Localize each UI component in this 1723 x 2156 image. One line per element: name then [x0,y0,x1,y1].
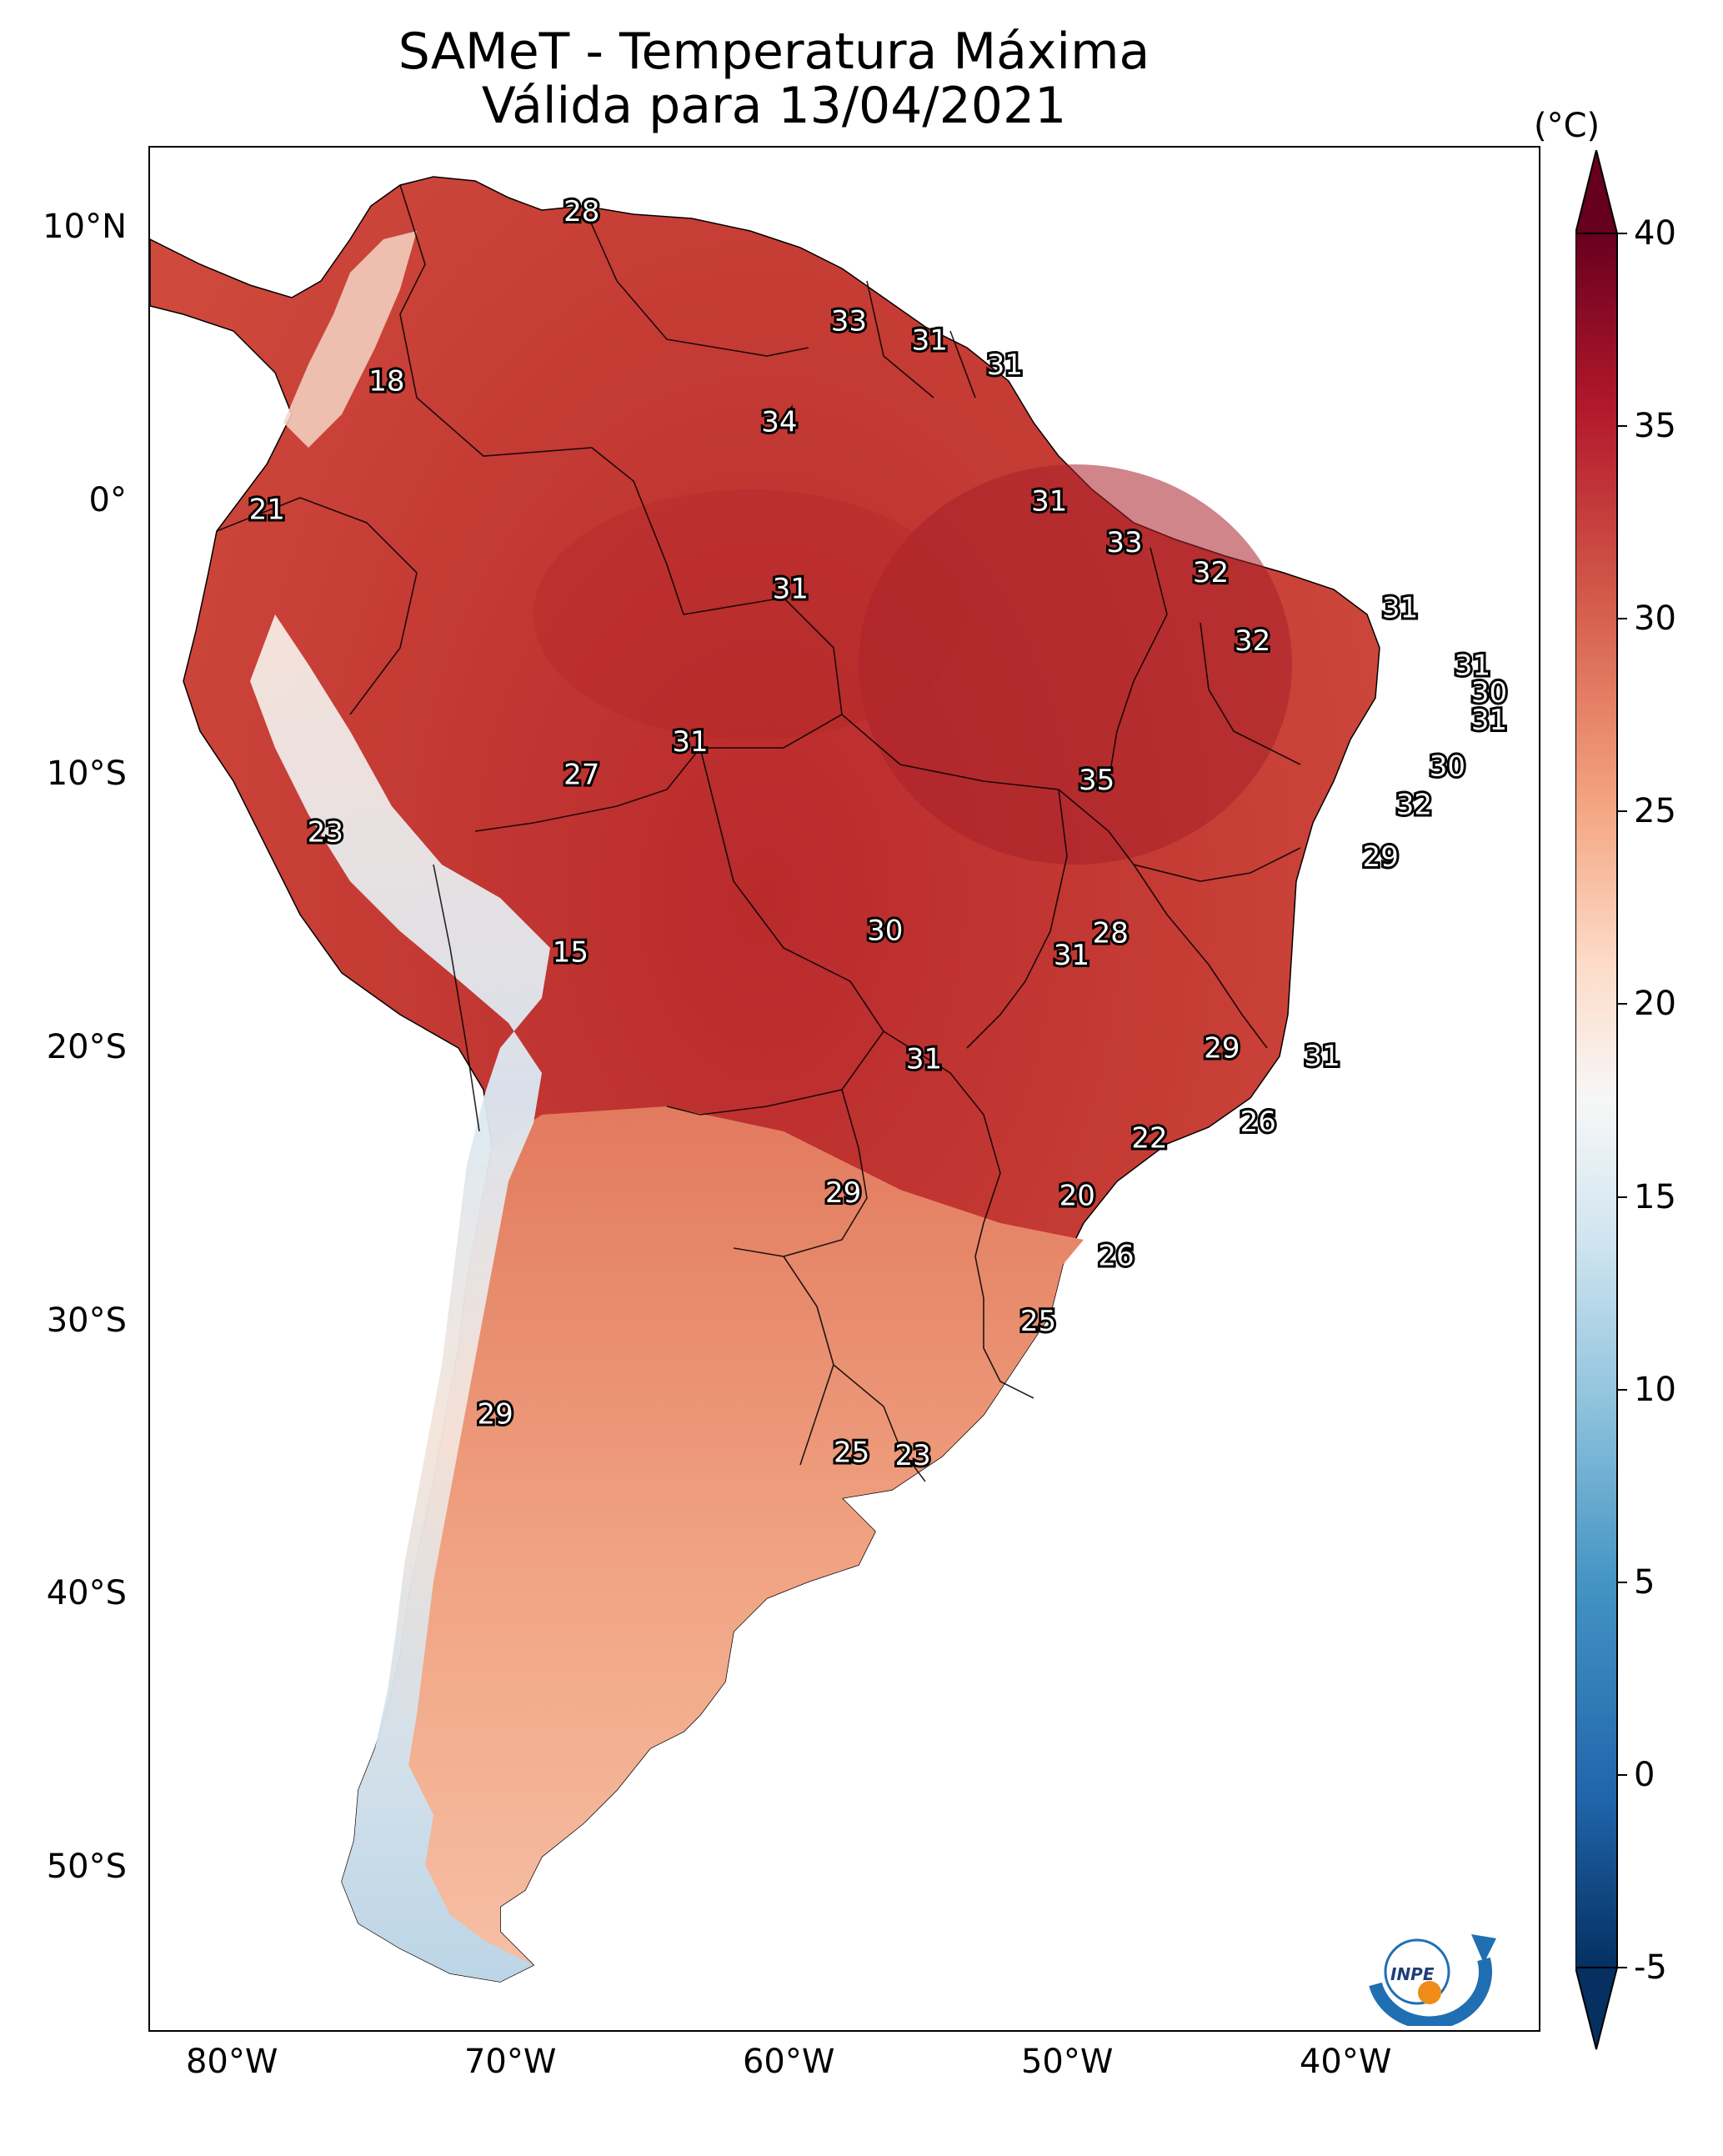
lat-label-0: 0° [88,481,127,520]
colorbar [1575,150,1619,2050]
colorbar-tick-mark [1617,1581,1627,1583]
lat-label-20s: 20°S [46,1027,127,1066]
temperature-label: 26 [1240,1106,1276,1139]
map-panel: 28 33 31 31 18 34 21 31 33 32 31 31 32 31 30 31 31 30 27 35… [148,146,1540,2032]
amazon-hot-core [533,489,967,740]
colorbar-tick-mark [1617,810,1627,813]
temperature-label: 28 [1093,917,1129,950]
lat-label-10n: 10°N [43,208,127,247]
lat-label-10s: 10°S [46,755,127,793]
temperature-label: 31 [1031,485,1067,519]
map-title: SAMeT - Temperatura Máxima [398,23,1150,81]
temperature-label: 31 [1471,704,1507,737]
temperature-label: 25 [1020,1305,1056,1338]
colombia-highland [283,231,417,448]
country-borders [216,184,1301,1482]
temperature-label: 31 [1455,649,1490,682]
temperature-label: 15 [553,936,589,970]
colorbar-unit: (°C) [1534,107,1600,145]
southern-cone-region [342,1106,1084,1982]
lat-label-50s: 50°S [46,1848,127,1887]
temperature-label: 28 [563,195,599,228]
lon-label-70w: 70°W [463,2043,557,2081]
colorbar-tick-label: 15 [1634,1177,1676,1216]
colorbar-tick-mark [1617,425,1627,428]
colorbar-tick-label: 10 [1634,1370,1676,1409]
temperature-label: 30 [1430,750,1465,784]
lon-label-80w: 80°W [185,2043,278,2081]
temperature-label: 31 [1305,1040,1340,1073]
temperature-label: 31 [1382,592,1418,625]
colorbar-tick-mark [1617,1773,1627,1776]
temperature-label: 33 [1106,526,1142,559]
temperature-label: 21 [249,494,285,527]
temperature-label: 32 [1193,556,1229,589]
lat-label-30s: 30°S [46,1301,127,1340]
colorbar-tick-label: 35 [1634,407,1676,446]
andes-cool-band [250,614,550,1982]
temperature-label: 31 [906,1042,942,1075]
colorbar-top-arrow [1575,150,1619,234]
temperature-label: 29 [1204,1031,1240,1065]
temperature-label: 31 [1054,939,1089,972]
temperature-label: 22 [1131,1122,1167,1156]
temperature-label: 30 [867,914,903,947]
svg-text:INPE: INPE [1390,1964,1435,1984]
map-subtitle: Válida para 13/04/2021 [481,77,1067,135]
inpe-logo-icon: INPE [1359,1909,1509,2030]
temperature-label: 32 [1235,624,1270,658]
temperature-label: 32 [1396,789,1432,822]
colorbar-tick-mark [1617,1003,1627,1005]
colorbar-body [1575,233,1618,1968]
colorbar-tick-label: 40 [1634,214,1676,253]
temperature-label: 31 [672,725,708,759]
temperature-label: 20 [1059,1179,1095,1212]
colorbar-tick-label: 0 [1634,1755,1655,1794]
colorbar-tick-mark [1617,1388,1627,1391]
temperature-label: 31 [773,573,809,606]
colorbar-tick-mark [1617,1967,1627,1968]
colorbar-tick-mark [1617,618,1627,620]
lat-label-40s: 40°S [46,1574,127,1613]
temperature-label: 29 [825,1176,861,1210]
lon-label-50w: 50°W [1020,2043,1114,2081]
colorbar-tick-label: 30 [1634,599,1676,639]
colorbar-tick-label: -5 [1634,1948,1667,1987]
colorbar-tick-label: 20 [1634,985,1676,1024]
colorbar-tick-label: 5 [1634,1562,1655,1602]
temperature-label: 34 [761,406,797,439]
colorbar-bottom-arrow [1575,1967,1619,2050]
temperature-label: 25 [834,1436,869,1470]
brazil-hot-core [859,464,1292,865]
lon-label-40w: 40°W [1299,2043,1392,2081]
temperature-label: 30 [1471,676,1507,709]
temperature-label: 26 [1098,1239,1134,1272]
lon-label-60w: 60°W [742,2043,835,2081]
temperature-label: 31 [912,323,948,357]
temperature-label: 31 [987,348,1023,382]
temperature-label: 29 [1363,840,1399,874]
temperature-label: 33 [831,304,867,338]
temperature-label: 27 [563,759,599,792]
colorbar-tick-mark [1617,1196,1627,1198]
temperature-label: 23 [895,1439,931,1472]
continent-land [150,176,1380,1983]
temperature-label: 23 [308,815,343,849]
temperature-label: 29 [478,1398,513,1431]
colorbar-tick-label: 25 [1634,792,1676,831]
colorbar-tick-mark [1617,233,1627,234]
temperature-label: 18 [368,364,404,398]
temperature-label: 35 [1079,764,1114,797]
